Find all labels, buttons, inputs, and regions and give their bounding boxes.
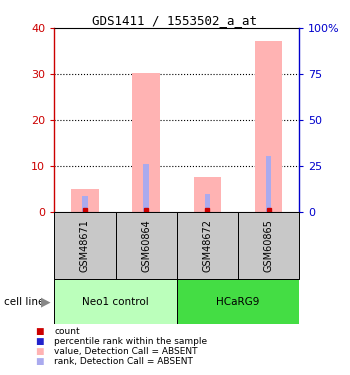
Bar [205, 194, 210, 212]
Bar [54, 212, 116, 279]
Bar [54, 279, 177, 324]
Text: ■: ■ [35, 327, 43, 336]
Text: GSM60864: GSM60864 [141, 219, 151, 272]
Text: rank, Detection Call = ABSENT: rank, Detection Call = ABSENT [54, 357, 193, 366]
Bar [266, 156, 271, 212]
Bar [177, 279, 299, 324]
Bar [255, 41, 282, 212]
Text: ■: ■ [35, 347, 43, 356]
Text: HCaRG9: HCaRG9 [216, 297, 260, 307]
Bar [177, 212, 238, 279]
Bar [238, 212, 299, 279]
Bar [71, 189, 99, 212]
Text: cell line: cell line [4, 297, 44, 307]
Bar [194, 177, 221, 212]
Bar [82, 196, 88, 212]
Bar [132, 73, 160, 212]
Text: GDS1411 / 1553502_a_at: GDS1411 / 1553502_a_at [92, 14, 258, 27]
Text: percentile rank within the sample: percentile rank within the sample [54, 337, 207, 346]
Text: GSM48671: GSM48671 [80, 219, 90, 272]
Bar [144, 164, 149, 212]
Text: ■: ■ [35, 357, 43, 366]
Text: GSM60865: GSM60865 [264, 219, 274, 272]
Text: Neo1 control: Neo1 control [82, 297, 149, 307]
Text: ▶: ▶ [41, 296, 51, 308]
Text: ■: ■ [35, 337, 43, 346]
Text: value, Detection Call = ABSENT: value, Detection Call = ABSENT [54, 347, 198, 356]
Text: GSM48672: GSM48672 [202, 219, 212, 272]
Bar [116, 212, 177, 279]
Text: count: count [54, 327, 80, 336]
